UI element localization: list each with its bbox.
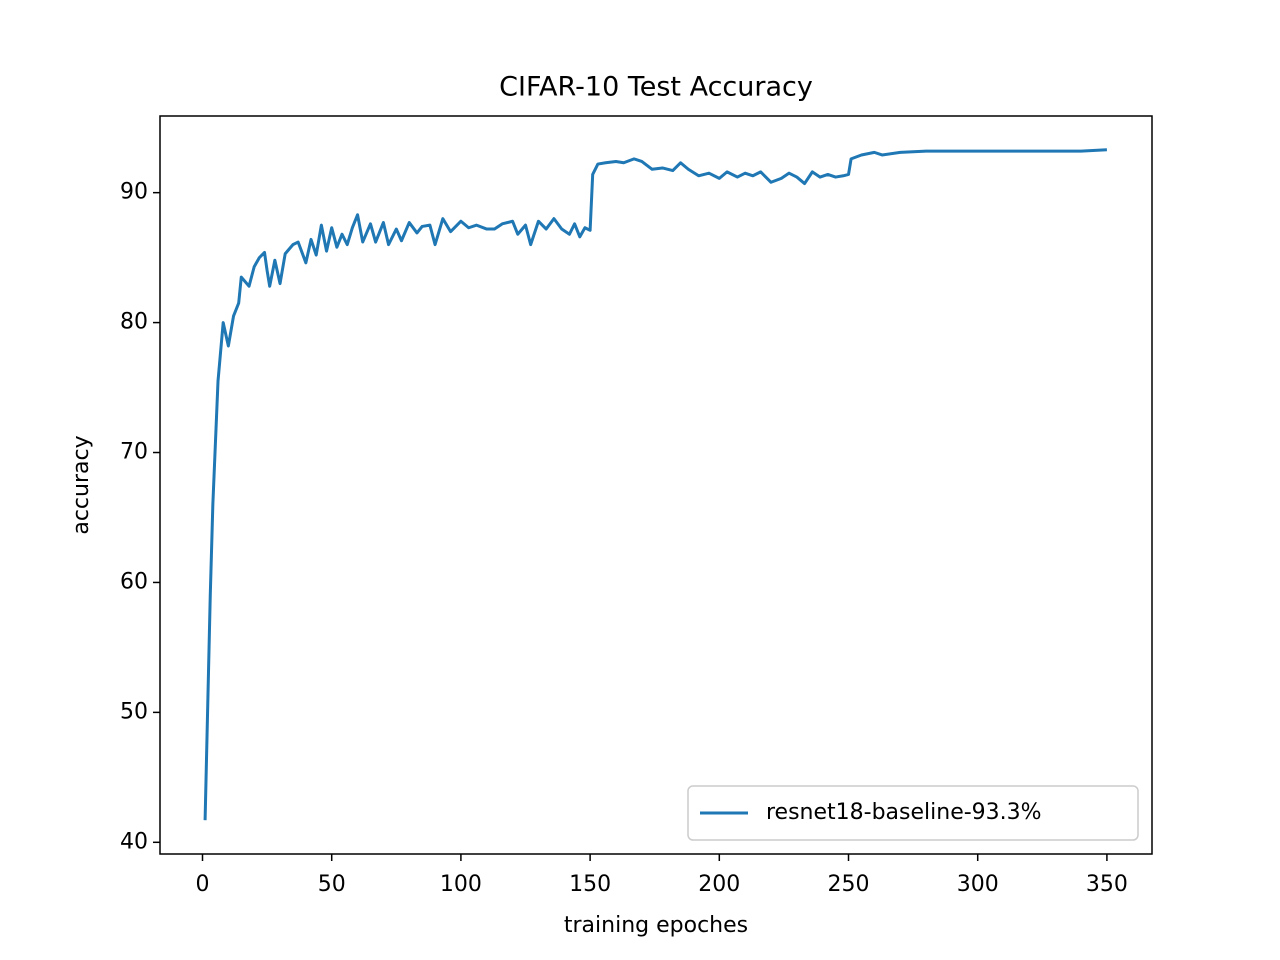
x-tick-label: 300: [957, 872, 999, 897]
y-tick-label: 40: [120, 829, 148, 854]
y-tick-label: 50: [120, 699, 148, 724]
y-axis-label: accuracy: [69, 435, 94, 534]
x-tick-label: 0: [196, 872, 210, 897]
x-tick-label: 50: [318, 872, 346, 897]
y-tick-label: 60: [120, 569, 148, 594]
x-tick-label: 250: [828, 872, 870, 897]
x-tick-label: 100: [440, 872, 482, 897]
x-tick-label: 350: [1086, 872, 1128, 897]
x-axis-label: training epoches: [564, 913, 748, 938]
y-tick-label: 90: [120, 180, 148, 205]
legend-label: resnet18-baseline-93.3%: [766, 800, 1042, 825]
y-tick-label: 70: [120, 440, 148, 465]
data-line: [203, 148, 1107, 821]
x-tick-label: 200: [698, 872, 740, 897]
x-tick-label: 150: [569, 872, 611, 897]
chart-title: CIFAR-10 Test Accuracy: [499, 72, 813, 103]
plot-frame: [159, 115, 1153, 855]
legend-box: [687, 785, 1139, 841]
y-tick-label: 80: [120, 310, 148, 335]
